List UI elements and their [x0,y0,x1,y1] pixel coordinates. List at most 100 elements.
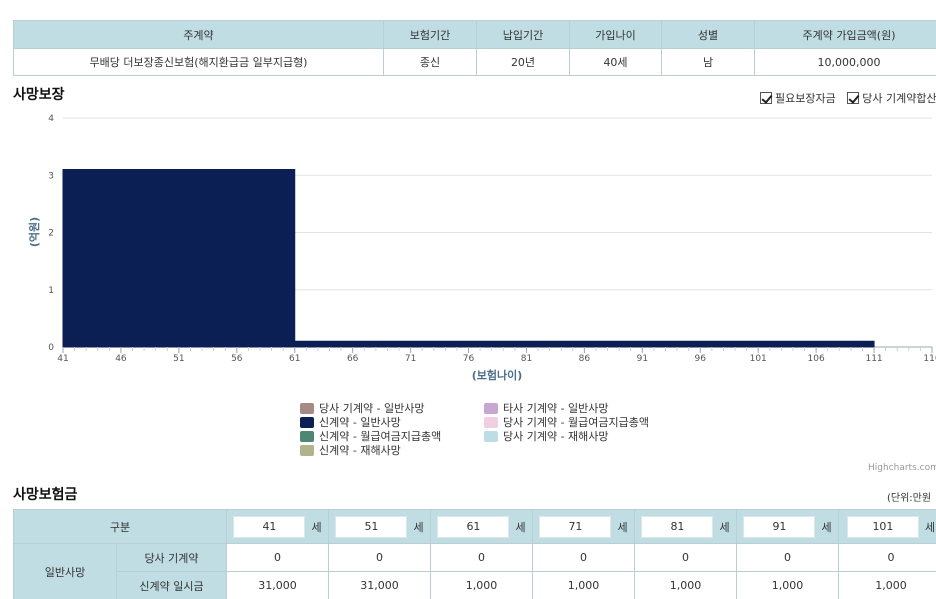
x-tick-label: 46 [115,354,127,364]
legend-swatch [484,430,498,442]
age-column-header: 41 세 [226,509,329,544]
existing-contract-sum-label: 당사 기계약합산 [862,92,936,105]
age-suffix: 세 [617,520,628,534]
death-benefit-table: 구분 41 세 51 세 61 세 71 세 81 세 91 세 101 세 일반사망 당사 … [13,509,936,599]
contract-summary-header-row: 주계약 보험기간 납입기간 가입나이 성별 주계약 가입금액(원) [13,20,936,49]
death-coverage-title: 사망보장 [13,87,65,103]
contract-summary-row: 무배당 더보장종신보험(해지환급금 일부지급형) 종신 20년 40세 남 10… [13,48,936,76]
legend-item[interactable]: 신계약 - 재해사망 [300,442,401,458]
table-row: 일반사망 당사 기계약 0 0 0 0 0 0 0 [13,543,936,599]
cell-gender: 남 [661,48,755,76]
x-tick-label: 66 [347,354,359,364]
y-tick-label: 0 [48,343,54,353]
x-tick-label: 81 [521,354,532,364]
age-column-header: 81 세 [634,509,737,544]
x-tick-label: 96 [695,354,707,364]
header-insurance-period: 보험기간 [383,20,477,49]
table-cell: 0 [634,543,737,572]
age-column-header: 91 세 [736,509,839,544]
table-row: 신계약 일시금 31,000 31,000 1,000 1,000 1,000 … [14,571,936,599]
x-tick-label: 91 [637,354,648,364]
x-tick-label: 111 [865,354,882,364]
benefit-header-row: 구분 41 세 51 세 61 세 71 세 81 세 91 세 101 세 [13,509,936,544]
chart-axes: 0 1 2 3 4 41 46 51 56 61 66 71 76 81 86 91 96 101 106 111 11… [48,114,936,364]
legend-item[interactable]: 당사 기계약 - 재해사망 [484,428,609,444]
age-input[interactable]: 91 [743,515,816,538]
x-tick-label: 61 [289,354,300,364]
x-tick-label: 116 [923,354,936,364]
checkbox-checked-icon[interactable] [760,92,772,104]
checkbox-checked-icon[interactable] [847,92,860,104]
age-column-header: 51 세 [328,509,431,544]
chart-credit: Highcharts.com [868,463,936,473]
age-input[interactable]: 51 [335,515,408,538]
legend-swatch [484,416,498,428]
cell-insurance-period: 종신 [383,48,477,76]
legend-item[interactable]: 당사 기계약 - 일반사망 [300,400,425,416]
age-input[interactable]: 101 [846,515,919,538]
legend-swatch [300,444,314,456]
required-coverage-checkbox[interactable]: 필요보장자금 [760,90,836,106]
age-column-header: 101 세 [838,509,936,544]
age-suffix: 세 [515,520,526,534]
header-payment-period: 납입기간 [476,20,570,49]
age-input[interactable]: 41 [233,515,306,538]
x-axis-title: (보험나이) [472,368,523,382]
legend-item[interactable]: 신계약 - 일반사망 [300,414,401,430]
table-cell: 1,000 [430,571,533,599]
legend-label: 타사 기계약 - 일반사망 [503,402,609,415]
row-label: 신계약 일시금 [116,571,227,599]
legend-label: 당사 기계약 - 월급여금지급총액 [503,416,650,429]
y-tick-label: 1 [48,286,54,296]
unit-label: (단위:만원 [887,493,932,504]
header-coverage-amount: 주계약 가입금액(원) [754,20,936,49]
age-suffix: 세 [719,520,730,534]
row-group-general-death: 일반사망 [13,543,117,599]
death-coverage-chart: 0 1 2 3 4 41 46 51 56 61 66 71 76 81 86 91 96 101 106 111 11… [27,114,936,382]
y-tick-label: 3 [48,171,54,181]
age-column-header: 61 세 [430,509,533,544]
legend-label: 당사 기계약 - 재해사망 [503,430,609,443]
cell-payment-period: 20년 [476,48,570,76]
x-tick-label: 71 [405,354,416,364]
cell-entry-age: 40세 [569,48,662,76]
table-cell: 0 [226,543,329,572]
table-cell: 0 [328,543,431,572]
death-benefit-title: 사망보험금 [13,487,78,503]
age-input[interactable]: 61 [437,515,510,538]
legend-item[interactable]: 당사 기계약 - 월급여금지급총액 [484,414,649,430]
required-coverage-label: 필요보장자금 [775,92,836,105]
age-input[interactable]: 81 [641,515,714,538]
x-tick-label: 76 [463,354,475,364]
legend-item[interactable]: 신계약 - 월급여금지급총액 [300,428,441,444]
age-input[interactable]: 71 [539,515,612,538]
y-tick-label: 4 [48,114,54,124]
table-cell: 31,000 [226,571,329,599]
table-cell: 0 [430,543,533,572]
x-tick-label: 41 [57,354,68,364]
y-axis-title: (억원) [27,217,41,247]
age-column-header: 71 세 [532,509,635,544]
legend-swatch [484,402,498,414]
existing-contract-sum-checkbox[interactable]: 당사 기계약합산 [847,90,936,106]
header-gender: 성별 [661,20,755,49]
legend-label: 신계약 - 월급여금지급총액 [319,430,442,443]
legend-item[interactable]: 타사 기계약 - 일반사망 [484,400,609,416]
y-tick-label: 2 [48,229,54,239]
legend-label: 신계약 - 재해사망 [319,444,401,457]
cell-coverage-amount: 10,000,000 [754,48,936,76]
header-entry-age: 가입나이 [569,20,662,49]
x-tick-label: 86 [579,354,591,364]
legend-swatch [300,402,314,414]
age-suffix: 세 [413,520,424,534]
header-main-contract: 주계약 [13,20,384,49]
table-cell: 0 [532,543,635,572]
x-tick-label: 101 [750,354,767,364]
legend-swatch [300,416,314,428]
table-cell: 0 [838,543,936,572]
chart-series [62,169,875,348]
table-cell: 31,000 [328,571,431,599]
x-tick-label: 106 [808,354,825,364]
table-cell: 1,000 [736,571,839,599]
age-suffix: 세 [924,520,936,534]
